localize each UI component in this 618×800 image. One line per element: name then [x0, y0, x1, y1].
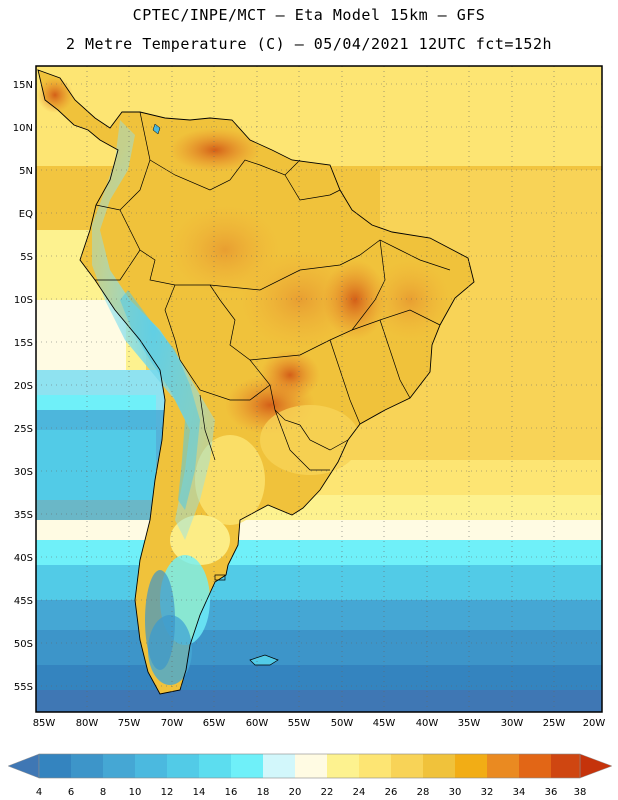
- lat-label: 25S: [14, 424, 33, 435]
- color-bar: 4 6 8 10 12 14 16 18 20 22 24 26 28 30 3…: [7, 753, 613, 798]
- colorbar-swatch: [103, 754, 136, 778]
- latitude-labels: 15N 10N 5N EQ 5S 10S 15S 20S 25S 30S 35S…: [13, 80, 33, 693]
- colorbar-label: 28: [417, 787, 430, 798]
- colorbar-label: 38: [574, 787, 587, 798]
- colorbar-right-arrow: [579, 753, 613, 779]
- lat-label: 15N: [13, 80, 33, 91]
- colorbar-label: 30: [449, 787, 462, 798]
- lat-label: 5S: [20, 252, 33, 263]
- colorbar-label: 20: [289, 787, 302, 798]
- colorbar-swatch: [199, 754, 232, 778]
- colorbar-swatch: [327, 754, 360, 778]
- lat-label: 45S: [14, 596, 33, 607]
- colorbar-swatch: [423, 754, 456, 778]
- lon-label: 75W: [118, 718, 141, 729]
- colorbar-label: 16: [225, 787, 238, 798]
- colorbar-label: 4: [36, 787, 42, 798]
- colorbar-label: 14: [193, 787, 206, 798]
- lon-label: 25W: [543, 718, 566, 729]
- colorbar-swatch: [519, 754, 552, 778]
- lat-label: 35S: [14, 510, 33, 521]
- lon-label: 45W: [373, 718, 396, 729]
- colorbar-label: 8: [100, 787, 106, 798]
- lon-label: 55W: [288, 718, 311, 729]
- lat-label: 10N: [13, 123, 33, 134]
- title-line-1: CPTEC/INPE/MCT – Eta Model 15km – GFS: [132, 6, 486, 24]
- lat-label: EQ: [19, 209, 33, 220]
- colorbar-swatch: [487, 754, 520, 778]
- temperature-field: [36, 66, 602, 712]
- country-borders: [95, 111, 451, 471]
- lon-label: 40W: [416, 718, 439, 729]
- colorbar-left-arrow: [7, 753, 40, 779]
- colorbar-swatch: [71, 754, 104, 778]
- lon-label: 70W: [161, 718, 184, 729]
- colorbar-swatch: [295, 754, 328, 778]
- colorbar-label: 10: [129, 787, 142, 798]
- colorbar-swatch: [391, 754, 424, 778]
- colorbar-swatch: [359, 754, 392, 778]
- colorbar-label: 26: [385, 787, 398, 798]
- lat-label: 55S: [14, 682, 33, 693]
- lat-label: 30S: [14, 467, 33, 478]
- longitude-labels: 85W 80W 75W 70W 65W 60W 55W 50W 45W 40W …: [33, 718, 606, 729]
- colorbar-label: 22: [321, 787, 334, 798]
- lat-label: 15S: [14, 338, 33, 349]
- colorbar-swatch: [39, 754, 72, 778]
- colorbar-label: 36: [545, 787, 558, 798]
- map-frame: [35, 65, 603, 713]
- lon-label: 50W: [331, 718, 354, 729]
- colorbar-label: 6: [68, 787, 74, 798]
- colorbar-label: 18: [257, 787, 270, 798]
- lon-label: 20W: [583, 718, 606, 729]
- lat-label: 20S: [14, 381, 33, 392]
- lat-label: 50S: [14, 639, 33, 650]
- lon-label: 60W: [246, 718, 269, 729]
- colorbar-swatch: [551, 754, 580, 778]
- colorbar-label: 34: [513, 787, 526, 798]
- title-line-2: 2 Metre Temperature (C) – 05/04/2021 12U…: [65, 35, 553, 53]
- lat-label: 10S: [14, 295, 33, 306]
- lat-label: 5N: [19, 166, 33, 177]
- lon-label: 80W: [76, 718, 99, 729]
- colorbar-swatch: [135, 754, 168, 778]
- colorbar-label: 12: [161, 787, 174, 798]
- lon-label: 85W: [33, 718, 56, 729]
- lon-label: 30W: [501, 718, 524, 729]
- lat-label: 40S: [14, 553, 33, 564]
- colorbar-label: 32: [481, 787, 494, 798]
- colorbar-swatch: [167, 754, 200, 778]
- lon-label: 35W: [458, 718, 481, 729]
- colorbar-swatch: [455, 754, 488, 778]
- colorbar-label: 24: [353, 787, 366, 798]
- colorbar-swatch: [231, 754, 264, 778]
- lon-label: 65W: [203, 718, 226, 729]
- colorbar-swatch: [263, 754, 296, 778]
